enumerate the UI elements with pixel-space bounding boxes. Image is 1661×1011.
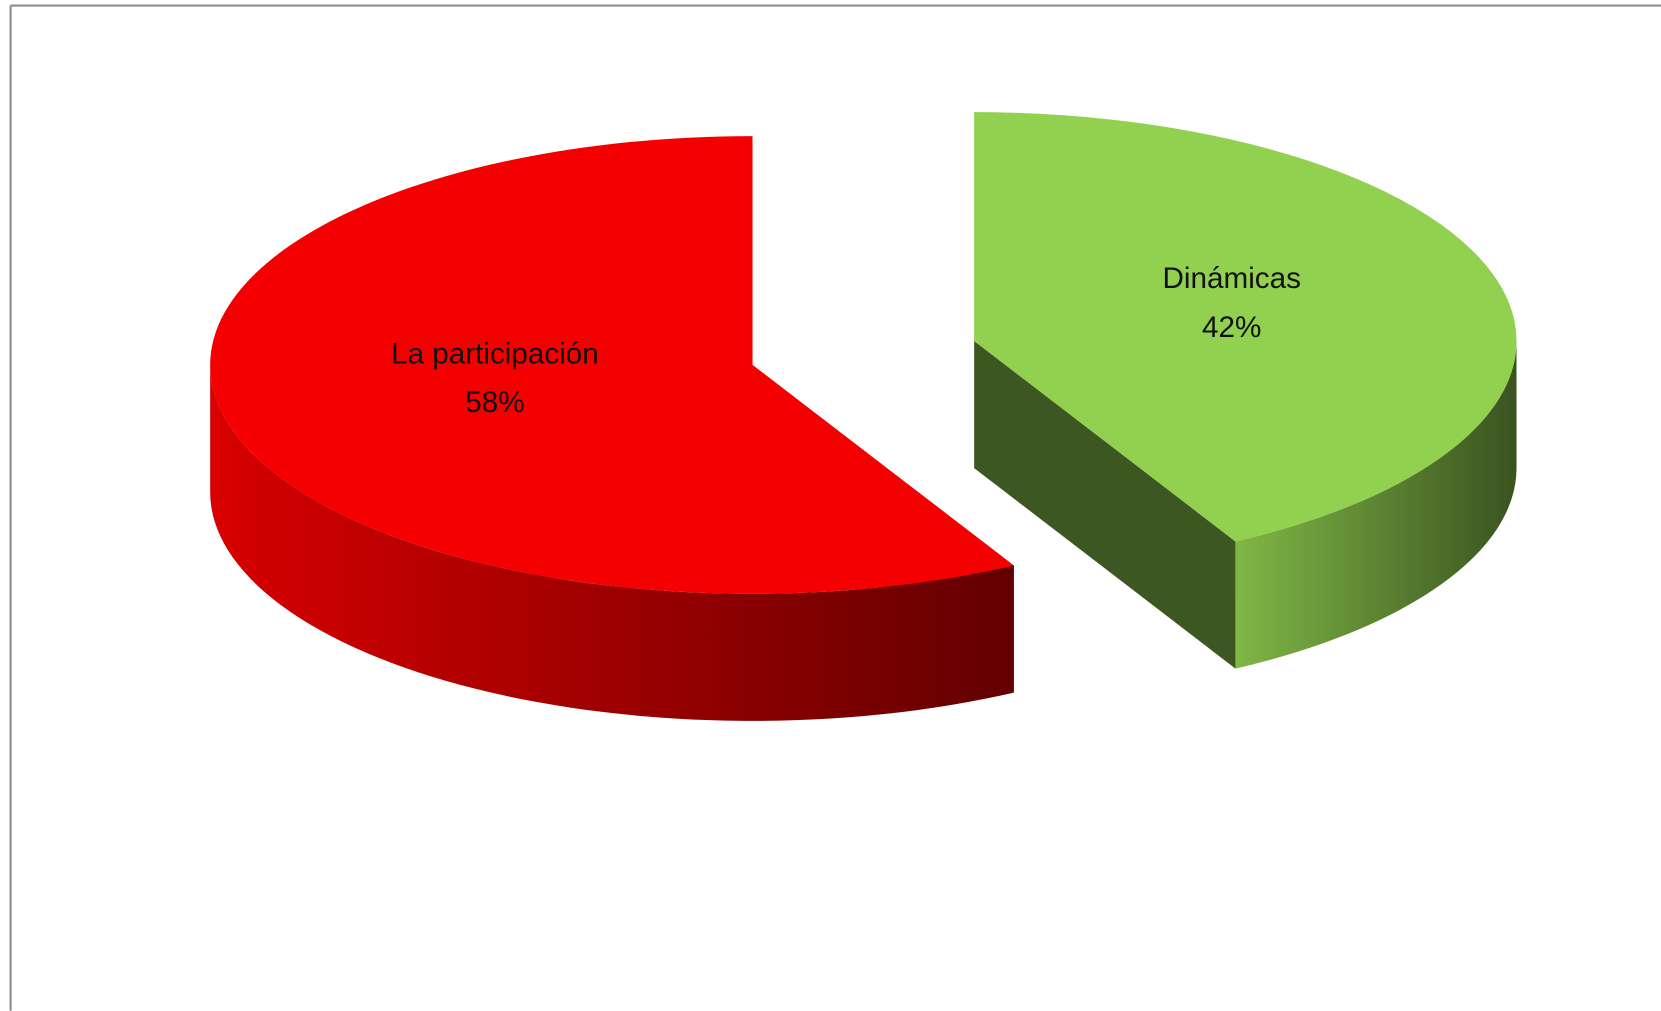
slice-radial-wall — [974, 340, 1236, 669]
slice-outer-wall — [210, 364, 1014, 721]
slice-category-label: La participación — [391, 337, 599, 370]
slice-value-label: 58% — [465, 386, 524, 419]
slice-category-label: Dinámicas — [1163, 262, 1301, 295]
slice-top — [210, 136, 1014, 594]
pie-slice — [210, 136, 1014, 721]
slice-top — [974, 112, 1517, 542]
pie-slice — [974, 112, 1517, 669]
slice-value-label: 42% — [1202, 311, 1261, 344]
slice-outer-wall — [1235, 340, 1517, 669]
